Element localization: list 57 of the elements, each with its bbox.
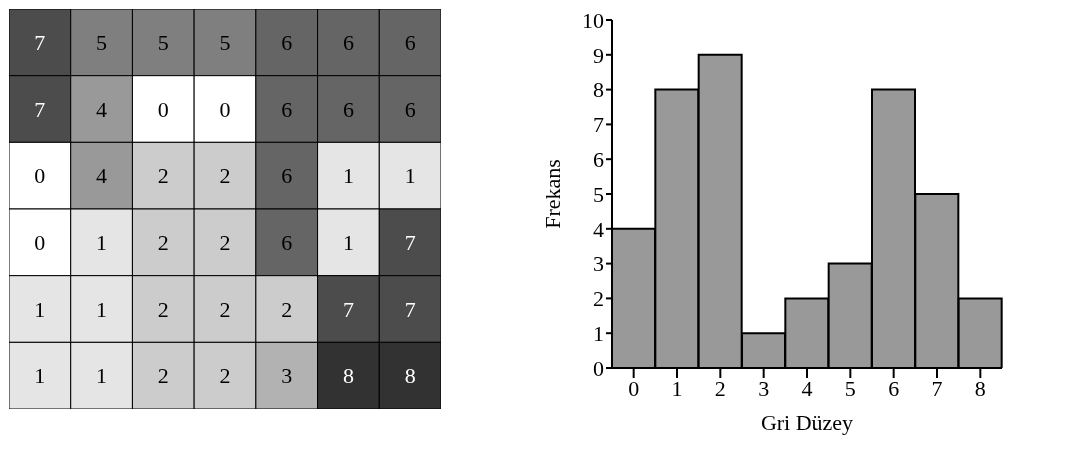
data-label: 0 <box>219 96 231 122</box>
y-tick-label: 9 <box>593 42 604 68</box>
x-tick-label: 3 <box>758 375 770 401</box>
y-tick-label: 6 <box>593 147 604 173</box>
data-label: 0 <box>34 230 46 256</box>
data-label: 2 <box>219 163 231 189</box>
data-label: 6 <box>281 96 293 122</box>
x-tick-label: 8 <box>974 375 986 401</box>
data-label: 4 <box>96 163 108 189</box>
data-label: 5 <box>219 30 231 56</box>
data-label: 2 <box>219 296 231 322</box>
x-tick-label: 5 <box>844 375 856 401</box>
data-label: 7 <box>342 296 354 322</box>
y-tick-label: 1 <box>593 321 604 347</box>
data-label: 7 <box>34 96 46 122</box>
x-tick-label: 7 <box>931 375 943 401</box>
y-axis-title: Frekans <box>539 159 565 229</box>
x-tick-label: 6 <box>888 375 900 401</box>
data-label: 6 <box>281 163 293 189</box>
x-tick-label: 4 <box>801 375 813 401</box>
data-label: 4 <box>96 96 108 122</box>
data-label: 7 <box>404 296 416 322</box>
y-tick-label: 10 <box>582 7 604 33</box>
data-label: 6 <box>281 30 293 56</box>
x-tick-label: 0 <box>628 375 640 401</box>
x-tick-label: 2 <box>714 375 726 401</box>
data-label: 6 <box>404 30 416 56</box>
data-label: 7 <box>404 230 416 256</box>
data-label: 2 <box>157 296 169 322</box>
data-label: 1 <box>342 230 354 256</box>
y-tick-label: 7 <box>593 112 604 138</box>
data-label: 6 <box>404 96 416 122</box>
data-label: 7 <box>34 30 46 56</box>
data-label: 1 <box>342 163 354 189</box>
x-axis-title: Gri Düzey <box>760 410 854 435</box>
data-label: 6 <box>342 96 354 122</box>
data-label: 6 <box>281 230 293 256</box>
data-label: 1 <box>34 296 46 322</box>
y-tick-label: 4 <box>593 216 604 242</box>
data-label: 1 <box>96 296 108 322</box>
y-tick-label: 8 <box>593 77 604 103</box>
data-label: 0 <box>157 96 169 122</box>
data-label: 5 <box>96 30 108 56</box>
data-label: 2 <box>157 230 169 256</box>
y-tick-label: 5 <box>593 181 604 207</box>
data-label: 0 <box>34 163 46 189</box>
data-label: 2 <box>157 163 169 189</box>
y-tick-label: 0 <box>593 355 604 381</box>
data-label: 2 <box>219 230 231 256</box>
y-tick-label: 2 <box>593 286 604 312</box>
data-label: 5 <box>157 30 169 56</box>
y-tick-label: 3 <box>593 251 604 277</box>
data-label: 1 <box>96 230 108 256</box>
data-label: 1 <box>404 163 416 189</box>
data-label: 6 <box>342 30 354 56</box>
data-label: 2 <box>281 296 293 322</box>
x-tick-label: 1 <box>671 375 683 401</box>
